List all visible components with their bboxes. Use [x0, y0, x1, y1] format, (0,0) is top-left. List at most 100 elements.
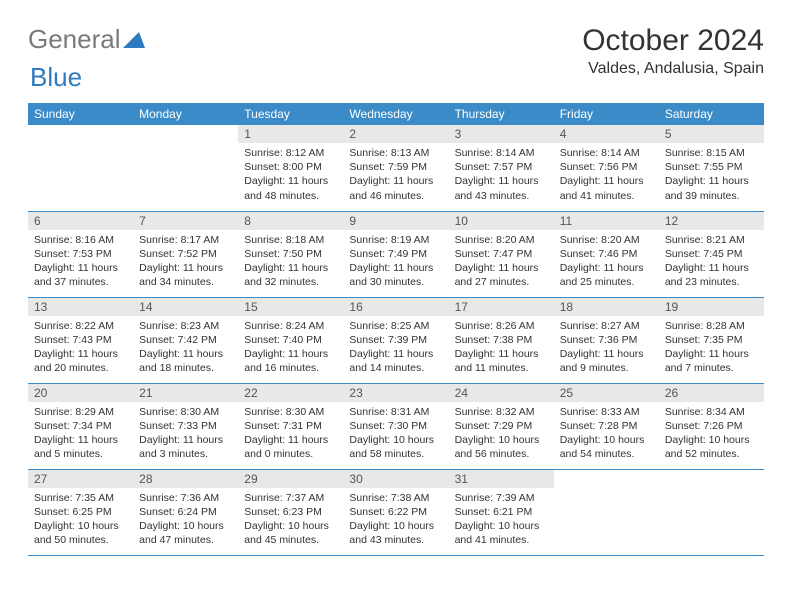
sunset-text: Sunset: 7:57 PM	[455, 160, 548, 174]
day-content: Sunrise: 7:35 AMSunset: 6:25 PMDaylight:…	[28, 488, 133, 552]
daylight-text: Daylight: 11 hours and 46 minutes.	[349, 174, 442, 202]
sunrise-text: Sunrise: 7:37 AM	[244, 491, 337, 505]
day-content: Sunrise: 8:31 AMSunset: 7:30 PMDaylight:…	[343, 402, 448, 466]
weekday-header: Saturday	[659, 103, 764, 125]
sunset-text: Sunset: 7:56 PM	[560, 160, 653, 174]
daylight-text: Daylight: 10 hours and 52 minutes.	[665, 433, 758, 461]
calendar-day-cell: 5Sunrise: 8:15 AMSunset: 7:55 PMDaylight…	[659, 125, 764, 211]
day-number: 17	[449, 298, 554, 316]
sunset-text: Sunset: 6:22 PM	[349, 505, 442, 519]
calendar-day-cell: 12Sunrise: 8:21 AMSunset: 7:45 PMDayligh…	[659, 211, 764, 297]
sunrise-text: Sunrise: 8:19 AM	[349, 233, 442, 247]
day-content: Sunrise: 8:15 AMSunset: 7:55 PMDaylight:…	[659, 143, 764, 207]
weekday-header: Sunday	[28, 103, 133, 125]
weekday-header: Friday	[554, 103, 659, 125]
sunrise-text: Sunrise: 8:30 AM	[139, 405, 232, 419]
day-number: 5	[659, 125, 764, 143]
calendar-week-row: 27Sunrise: 7:35 AMSunset: 6:25 PMDayligh…	[28, 469, 764, 555]
calendar-week-row: 13Sunrise: 8:22 AMSunset: 7:43 PMDayligh…	[28, 297, 764, 383]
daylight-text: Daylight: 10 hours and 41 minutes.	[455, 519, 548, 547]
sunset-text: Sunset: 7:33 PM	[139, 419, 232, 433]
calendar-day-cell: 18Sunrise: 8:27 AMSunset: 7:36 PMDayligh…	[554, 297, 659, 383]
location: Valdes, Andalusia, Spain	[582, 60, 764, 78]
calendar-day-cell: 24Sunrise: 8:32 AMSunset: 7:29 PMDayligh…	[449, 383, 554, 469]
daylight-text: Daylight: 10 hours and 56 minutes.	[455, 433, 548, 461]
sunset-text: Sunset: 7:47 PM	[455, 247, 548, 261]
sunset-text: Sunset: 7:38 PM	[455, 333, 548, 347]
sunrise-text: Sunrise: 8:21 AM	[665, 233, 758, 247]
day-content: Sunrise: 8:29 AMSunset: 7:34 PMDaylight:…	[28, 402, 133, 466]
sunrise-text: Sunrise: 7:38 AM	[349, 491, 442, 505]
daylight-text: Daylight: 11 hours and 18 minutes.	[139, 347, 232, 375]
sunset-text: Sunset: 7:49 PM	[349, 247, 442, 261]
sunset-text: Sunset: 7:42 PM	[139, 333, 232, 347]
sunset-text: Sunset: 7:59 PM	[349, 160, 442, 174]
calendar-day-cell: 7Sunrise: 8:17 AMSunset: 7:52 PMDaylight…	[133, 211, 238, 297]
calendar-day-cell: 4Sunrise: 8:14 AMSunset: 7:56 PMDaylight…	[554, 125, 659, 211]
day-content: Sunrise: 8:23 AMSunset: 7:42 PMDaylight:…	[133, 316, 238, 380]
day-content: Sunrise: 8:27 AMSunset: 7:36 PMDaylight:…	[554, 316, 659, 380]
sunrise-text: Sunrise: 8:18 AM	[244, 233, 337, 247]
sunset-text: Sunset: 7:50 PM	[244, 247, 337, 261]
day-content: Sunrise: 8:34 AMSunset: 7:26 PMDaylight:…	[659, 402, 764, 466]
day-number: 21	[133, 384, 238, 402]
daylight-text: Daylight: 10 hours and 45 minutes.	[244, 519, 337, 547]
calendar-day-cell: 3Sunrise: 8:14 AMSunset: 7:57 PMDaylight…	[449, 125, 554, 211]
sunset-text: Sunset: 6:23 PM	[244, 505, 337, 519]
day-content: Sunrise: 8:17 AMSunset: 7:52 PMDaylight:…	[133, 230, 238, 294]
calendar-empty-cell	[659, 469, 764, 555]
calendar-day-cell: 14Sunrise: 8:23 AMSunset: 7:42 PMDayligh…	[133, 297, 238, 383]
calendar-day-cell: 31Sunrise: 7:39 AMSunset: 6:21 PMDayligh…	[449, 469, 554, 555]
daylight-text: Daylight: 10 hours and 58 minutes.	[349, 433, 442, 461]
day-number: 25	[554, 384, 659, 402]
sunset-text: Sunset: 7:35 PM	[665, 333, 758, 347]
title-block: October 2024 Valdes, Andalusia, Spain	[582, 24, 764, 78]
weekday-header: Thursday	[449, 103, 554, 125]
sunset-text: Sunset: 7:45 PM	[665, 247, 758, 261]
daylight-text: Daylight: 11 hours and 32 minutes.	[244, 261, 337, 289]
day-number: 31	[449, 470, 554, 488]
sunrise-text: Sunrise: 8:15 AM	[665, 146, 758, 160]
daylight-text: Daylight: 10 hours and 54 minutes.	[560, 433, 653, 461]
daylight-text: Daylight: 11 hours and 34 minutes.	[139, 261, 232, 289]
sunset-text: Sunset: 7:26 PM	[665, 419, 758, 433]
calendar-day-cell: 17Sunrise: 8:26 AMSunset: 7:38 PMDayligh…	[449, 297, 554, 383]
day-content: Sunrise: 7:38 AMSunset: 6:22 PMDaylight:…	[343, 488, 448, 552]
sunrise-text: Sunrise: 8:20 AM	[560, 233, 653, 247]
sunset-text: Sunset: 7:34 PM	[34, 419, 127, 433]
sunrise-text: Sunrise: 8:28 AM	[665, 319, 758, 333]
calendar-day-cell: 20Sunrise: 8:29 AMSunset: 7:34 PMDayligh…	[28, 383, 133, 469]
sunrise-text: Sunrise: 8:14 AM	[455, 146, 548, 160]
day-content: Sunrise: 8:20 AMSunset: 7:47 PMDaylight:…	[449, 230, 554, 294]
calendar-day-cell: 1Sunrise: 8:12 AMSunset: 8:00 PMDaylight…	[238, 125, 343, 211]
day-content: Sunrise: 7:36 AMSunset: 6:24 PMDaylight:…	[133, 488, 238, 552]
daylight-text: Daylight: 11 hours and 7 minutes.	[665, 347, 758, 375]
month-title: October 2024	[582, 24, 764, 58]
day-content: Sunrise: 8:20 AMSunset: 7:46 PMDaylight:…	[554, 230, 659, 294]
day-content: Sunrise: 8:25 AMSunset: 7:39 PMDaylight:…	[343, 316, 448, 380]
day-content: Sunrise: 8:14 AMSunset: 7:57 PMDaylight:…	[449, 143, 554, 207]
sunset-text: Sunset: 6:21 PM	[455, 505, 548, 519]
calendar-day-cell: 26Sunrise: 8:34 AMSunset: 7:26 PMDayligh…	[659, 383, 764, 469]
day-content: Sunrise: 8:28 AMSunset: 7:35 PMDaylight:…	[659, 316, 764, 380]
day-content: Sunrise: 8:16 AMSunset: 7:53 PMDaylight:…	[28, 230, 133, 294]
sunrise-text: Sunrise: 8:25 AM	[349, 319, 442, 333]
calendar-day-cell: 25Sunrise: 8:33 AMSunset: 7:28 PMDayligh…	[554, 383, 659, 469]
calendar-empty-cell	[554, 469, 659, 555]
daylight-text: Daylight: 11 hours and 37 minutes.	[34, 261, 127, 289]
day-number: 24	[449, 384, 554, 402]
day-content: Sunrise: 8:22 AMSunset: 7:43 PMDaylight:…	[28, 316, 133, 380]
day-content: Sunrise: 8:19 AMSunset: 7:49 PMDaylight:…	[343, 230, 448, 294]
sunrise-text: Sunrise: 8:33 AM	[560, 405, 653, 419]
daylight-text: Daylight: 11 hours and 16 minutes.	[244, 347, 337, 375]
sunset-text: Sunset: 7:52 PM	[139, 247, 232, 261]
sunset-text: Sunset: 7:28 PM	[560, 419, 653, 433]
weekday-header: Tuesday	[238, 103, 343, 125]
daylight-text: Daylight: 11 hours and 0 minutes.	[244, 433, 337, 461]
day-number: 13	[28, 298, 133, 316]
calendar-day-cell: 2Sunrise: 8:13 AMSunset: 7:59 PMDaylight…	[343, 125, 448, 211]
weekday-header: Wednesday	[343, 103, 448, 125]
day-content: Sunrise: 8:33 AMSunset: 7:28 PMDaylight:…	[554, 402, 659, 466]
sunset-text: Sunset: 6:25 PM	[34, 505, 127, 519]
day-content: Sunrise: 8:21 AMSunset: 7:45 PMDaylight:…	[659, 230, 764, 294]
